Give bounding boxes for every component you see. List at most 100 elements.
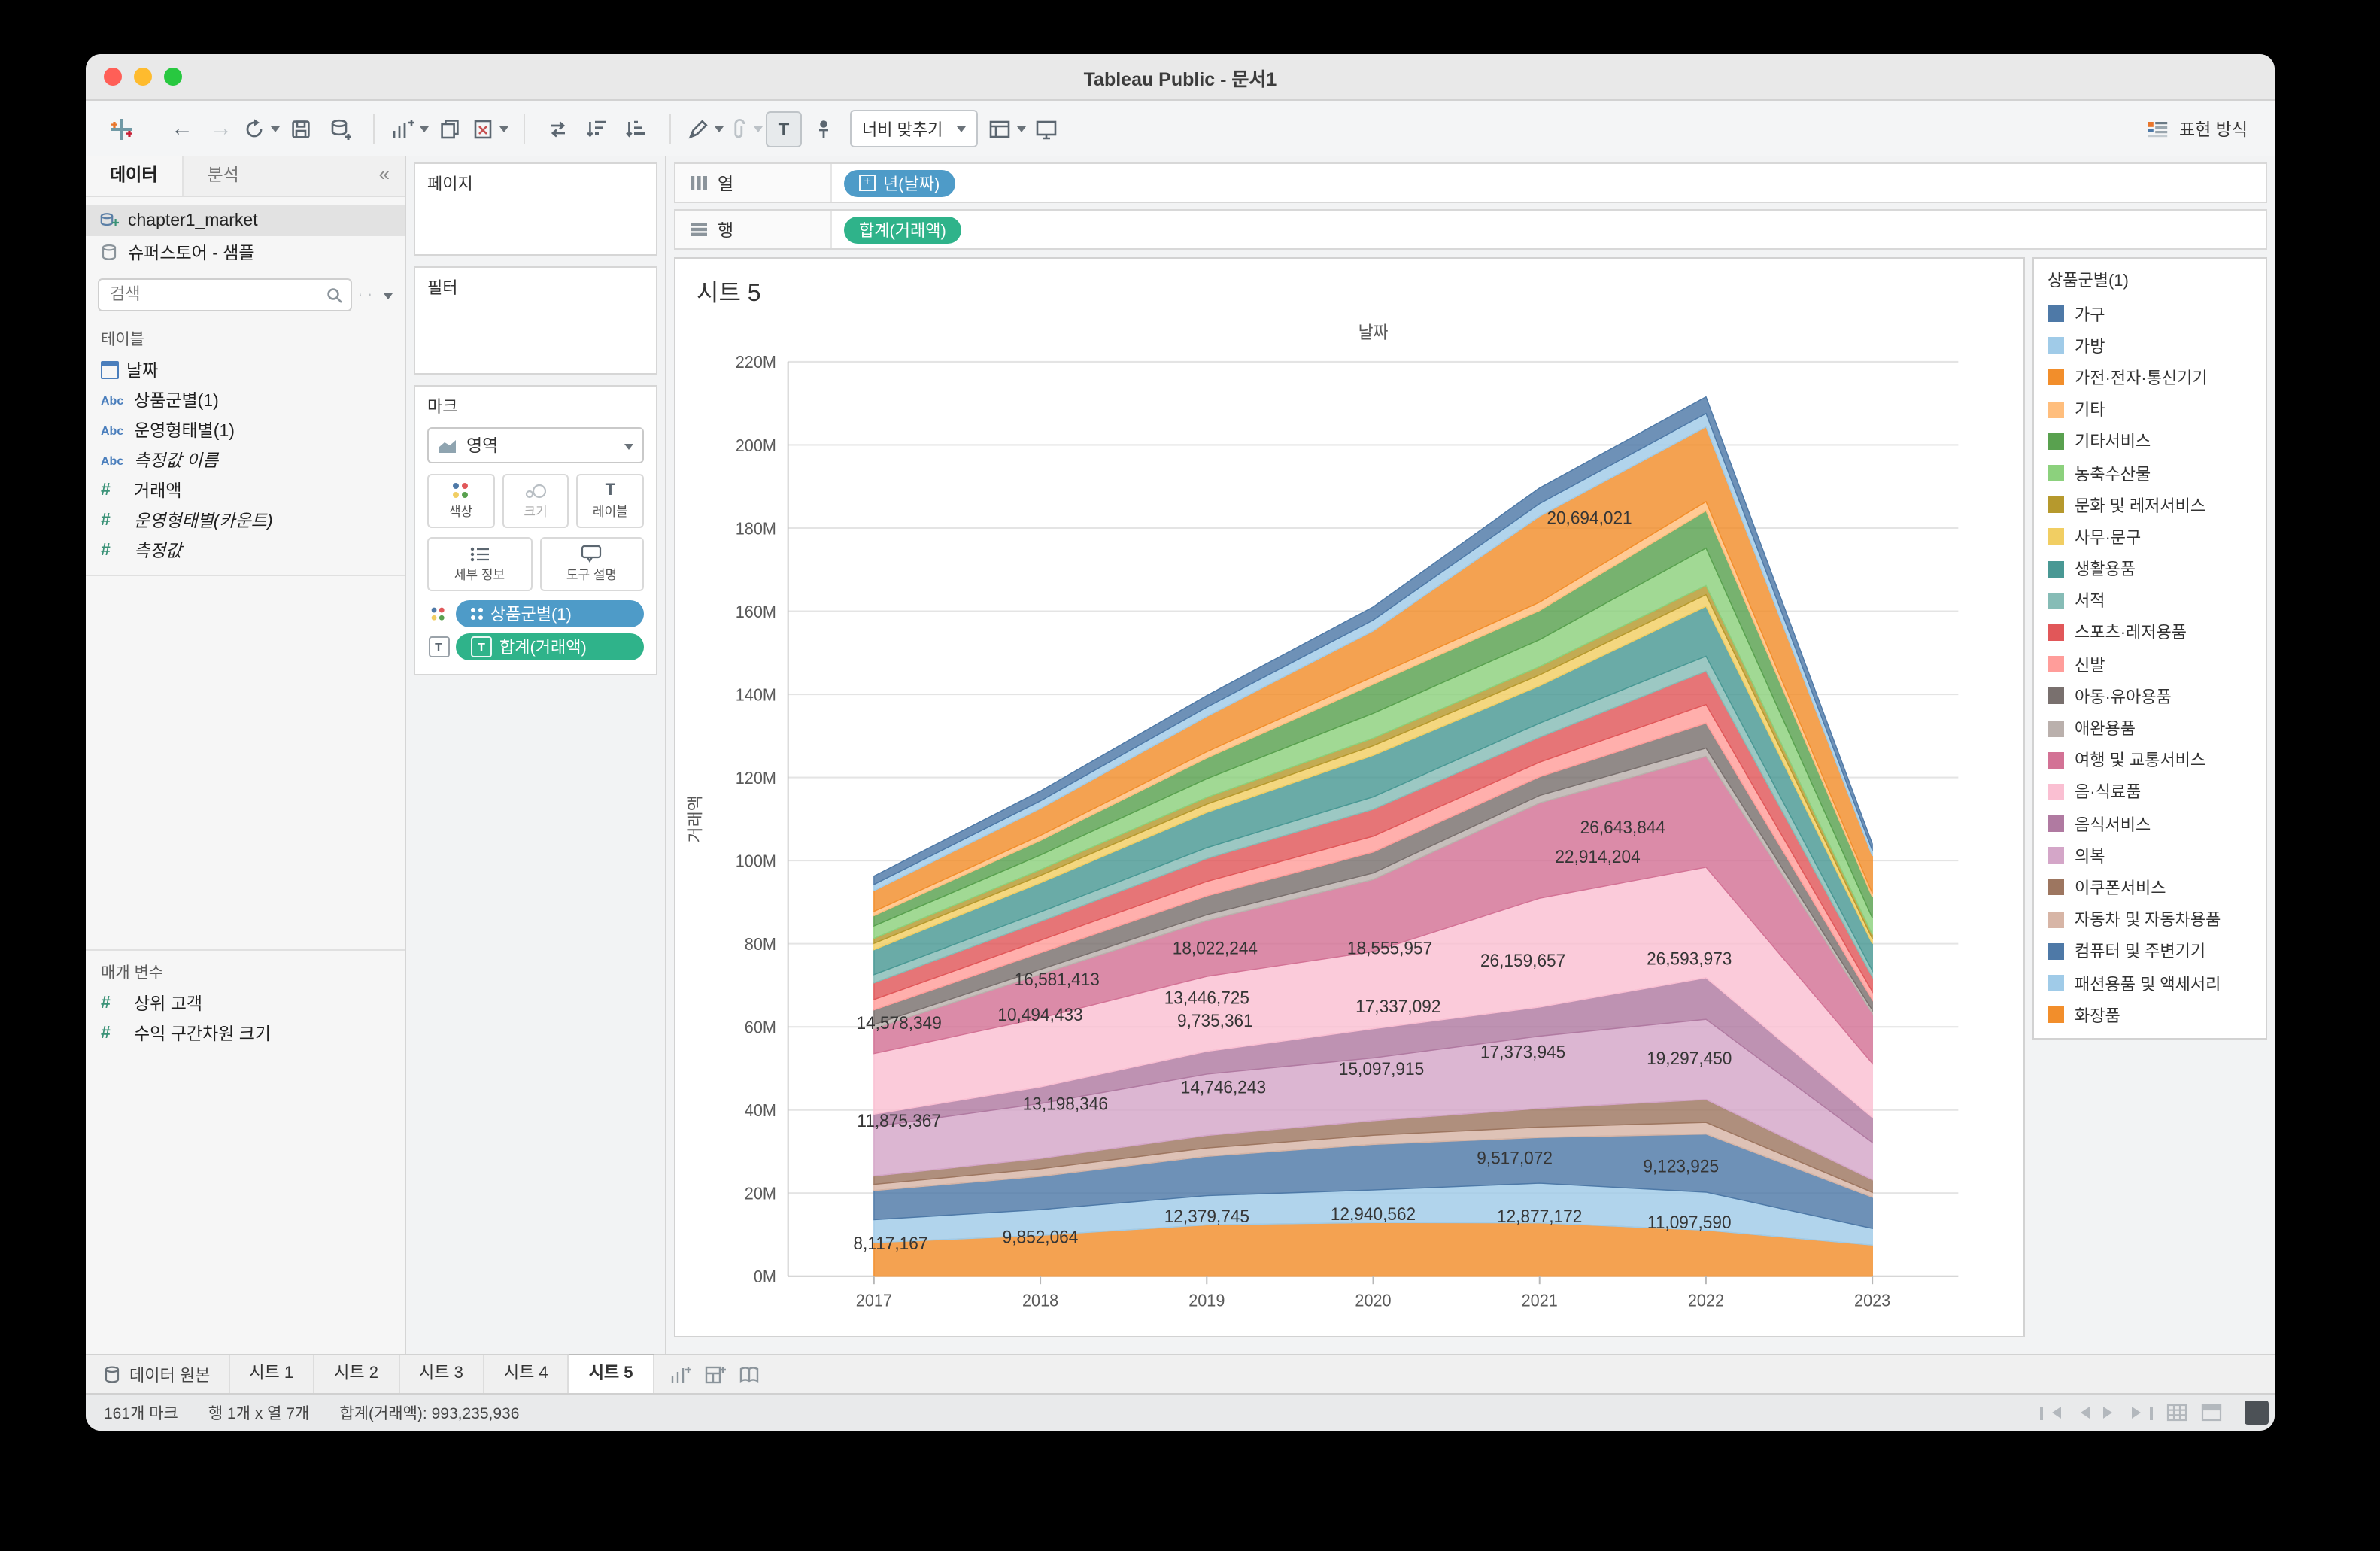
duplicate-sheet-button[interactable]: [432, 109, 468, 148]
color-property-icon[interactable]: [427, 606, 450, 622]
legend-item[interactable]: 컴퓨터 및 주변기기: [2034, 936, 2266, 967]
undo-button[interactable]: [242, 109, 280, 148]
sort-descending-button[interactable]: [618, 109, 654, 148]
go-next-button[interactable]: [2103, 1407, 2118, 1419]
legend-item[interactable]: 기타: [2034, 393, 2266, 425]
color-button[interactable]: 색상: [427, 474, 495, 528]
clear-sheet-button[interactable]: [471, 109, 508, 148]
presentation-mode-button[interactable]: [1028, 109, 1064, 148]
save-button[interactable]: [283, 109, 319, 148]
field-item[interactable]: 운영형태별(카운트): [86, 505, 405, 536]
size-button[interactable]: 크기: [502, 474, 569, 528]
sheet-tab[interactable]: 시트 5: [569, 1354, 654, 1395]
legend-item[interactable]: 가전·전자·통신기기: [2034, 362, 2266, 393]
mark-pill-label[interactable]: T 합계(거래액): [456, 633, 644, 660]
field-item[interactable]: 운영형태별(1): [86, 415, 405, 445]
columns-pill-year-date[interactable]: + 년(날짜): [844, 169, 955, 196]
mark-pill-color[interactable]: 상품군별(1): [456, 600, 644, 627]
zoom-window-button[interactable]: [164, 68, 182, 86]
field-item[interactable]: 날짜: [86, 355, 405, 385]
undo-dropdown-caret[interactable]: [271, 126, 280, 137]
sheet-tab[interactable]: 시트 1: [229, 1355, 315, 1395]
field-item[interactable]: 상품군별(1): [86, 385, 405, 415]
new-data-source-button[interactable]: [322, 109, 358, 148]
sheet-tab[interactable]: 시트 3: [399, 1355, 484, 1395]
label-property-icon[interactable]: T: [427, 636, 450, 657]
fix-axes-button[interactable]: [805, 109, 841, 148]
group-dropdown-caret[interactable]: [753, 126, 762, 137]
expand-hierarchy-icon[interactable]: +: [859, 175, 876, 191]
legend-item[interactable]: 여행 및 교통서비스: [2034, 744, 2266, 776]
data-source-item-selected[interactable]: chapter1_market: [86, 205, 405, 236]
tab-data[interactable]: 데이터: [86, 156, 184, 196]
new-worksheet-dropdown-caret[interactable]: [420, 126, 429, 137]
sheet-title[interactable]: 시트 5: [697, 281, 761, 307]
legend-item[interactable]: 음·식료품: [2034, 776, 2266, 808]
show-sheet-sorter-button[interactable]: [2201, 1404, 2222, 1422]
forward-button[interactable]: →: [210, 116, 232, 141]
filter-fields-icon[interactable]: [360, 286, 362, 304]
mark-type-dropdown[interactable]: 영역: [427, 427, 644, 463]
view-options-caret[interactable]: [384, 293, 393, 303]
new-dashboard-button[interactable]: [704, 1364, 727, 1386]
pages-card[interactable]: 페이지: [414, 162, 657, 256]
legend-item[interactable]: 가구: [2034, 298, 2266, 329]
go-previous-button[interactable]: [2075, 1407, 2090, 1419]
legend-item[interactable]: 아동·유아용품: [2034, 681, 2266, 712]
field-item[interactable]: 수익 구간차원 크기: [86, 1018, 405, 1049]
legend-title[interactable]: 상품군별(1): [2048, 272, 2129, 290]
cards-dropdown-caret[interactable]: [1016, 126, 1026, 137]
field-item[interactable]: 거래액: [86, 475, 405, 505]
search-box[interactable]: [98, 278, 352, 311]
rows-shelf[interactable]: 행 합계(거래액): [674, 209, 2267, 250]
go-first-button[interactable]: [2040, 1406, 2061, 1419]
show-filmstrip-button[interactable]: [2166, 1404, 2187, 1422]
tab-analytics[interactable]: 분석: [207, 167, 239, 185]
field-item[interactable]: 측정값 이름: [86, 445, 405, 475]
rows-pill-sum-amount[interactable]: 합계(거래액): [844, 216, 961, 243]
field-item[interactable]: 측정값: [86, 536, 405, 566]
legend-item[interactable]: 패션용품 및 액세서리: [2034, 967, 2266, 999]
highlight-dropdown-caret[interactable]: [715, 126, 724, 137]
fit-selector[interactable]: 너비 맞추기: [850, 110, 978, 147]
show-mark-labels-toggle[interactable]: T: [766, 109, 802, 148]
clear-sheet-dropdown-caret[interactable]: [499, 126, 508, 137]
legend-item[interactable]: 문화 및 레저서비스: [2034, 489, 2266, 521]
field-item[interactable]: 상위 고객: [86, 988, 405, 1018]
legend-item[interactable]: 화장품: [2034, 999, 2266, 1030]
sheet-tab[interactable]: 시트 2: [314, 1355, 399, 1395]
highlight-button[interactable]: [686, 109, 724, 148]
expand-status-corner-button[interactable]: [2245, 1401, 2269, 1425]
filters-card[interactable]: 필터: [414, 266, 657, 375]
legend-item[interactable]: 이쿠폰서비스: [2034, 872, 2266, 903]
go-last-button[interactable]: [2132, 1406, 2153, 1419]
show-hide-cards-button[interactable]: [986, 109, 1026, 148]
data-source-item[interactable]: 슈퍼스토어 - 샘플: [86, 236, 405, 268]
legend-item[interactable]: 자동차 및 자동차용품: [2034, 903, 2266, 935]
tableau-logo-icon[interactable]: [104, 109, 140, 148]
back-button[interactable]: ←: [171, 116, 193, 141]
legend-item[interactable]: 의복: [2034, 839, 2266, 871]
search-input[interactable]: [107, 284, 326, 305]
legend-item[interactable]: 가방: [2034, 329, 2266, 361]
new-worksheet-tab-button[interactable]: [669, 1364, 692, 1386]
view-options-icon[interactable]: [369, 286, 372, 304]
data-source-tab[interactable]: 데이터 원본: [86, 1355, 230, 1395]
legend-item[interactable]: 사무·문구: [2034, 521, 2266, 553]
legend-item[interactable]: 생활용품: [2034, 553, 2266, 584]
sheet-tab[interactable]: 시트 4: [484, 1355, 569, 1395]
columns-shelf[interactable]: 열 + 년(날짜): [674, 162, 2267, 203]
sort-ascending-button[interactable]: [579, 109, 615, 148]
legend-item[interactable]: 기타서비스: [2034, 426, 2266, 457]
new-worksheet-button[interactable]: [390, 109, 429, 148]
tooltip-button[interactable]: 도구 설명: [539, 537, 644, 591]
legend-item[interactable]: 농축수산물: [2034, 457, 2266, 489]
new-story-button[interactable]: [739, 1364, 761, 1386]
close-window-button[interactable]: [104, 68, 122, 86]
legend-item[interactable]: 애완용품: [2034, 712, 2266, 744]
legend-item[interactable]: 서적: [2034, 584, 2266, 616]
detail-button[interactable]: 세부 정보: [427, 537, 532, 591]
legend-item[interactable]: 음식서비스: [2034, 808, 2266, 839]
show-me-button[interactable]: 표현 방식: [2139, 112, 2257, 145]
collapse-pane-icon[interactable]: «: [378, 162, 390, 185]
